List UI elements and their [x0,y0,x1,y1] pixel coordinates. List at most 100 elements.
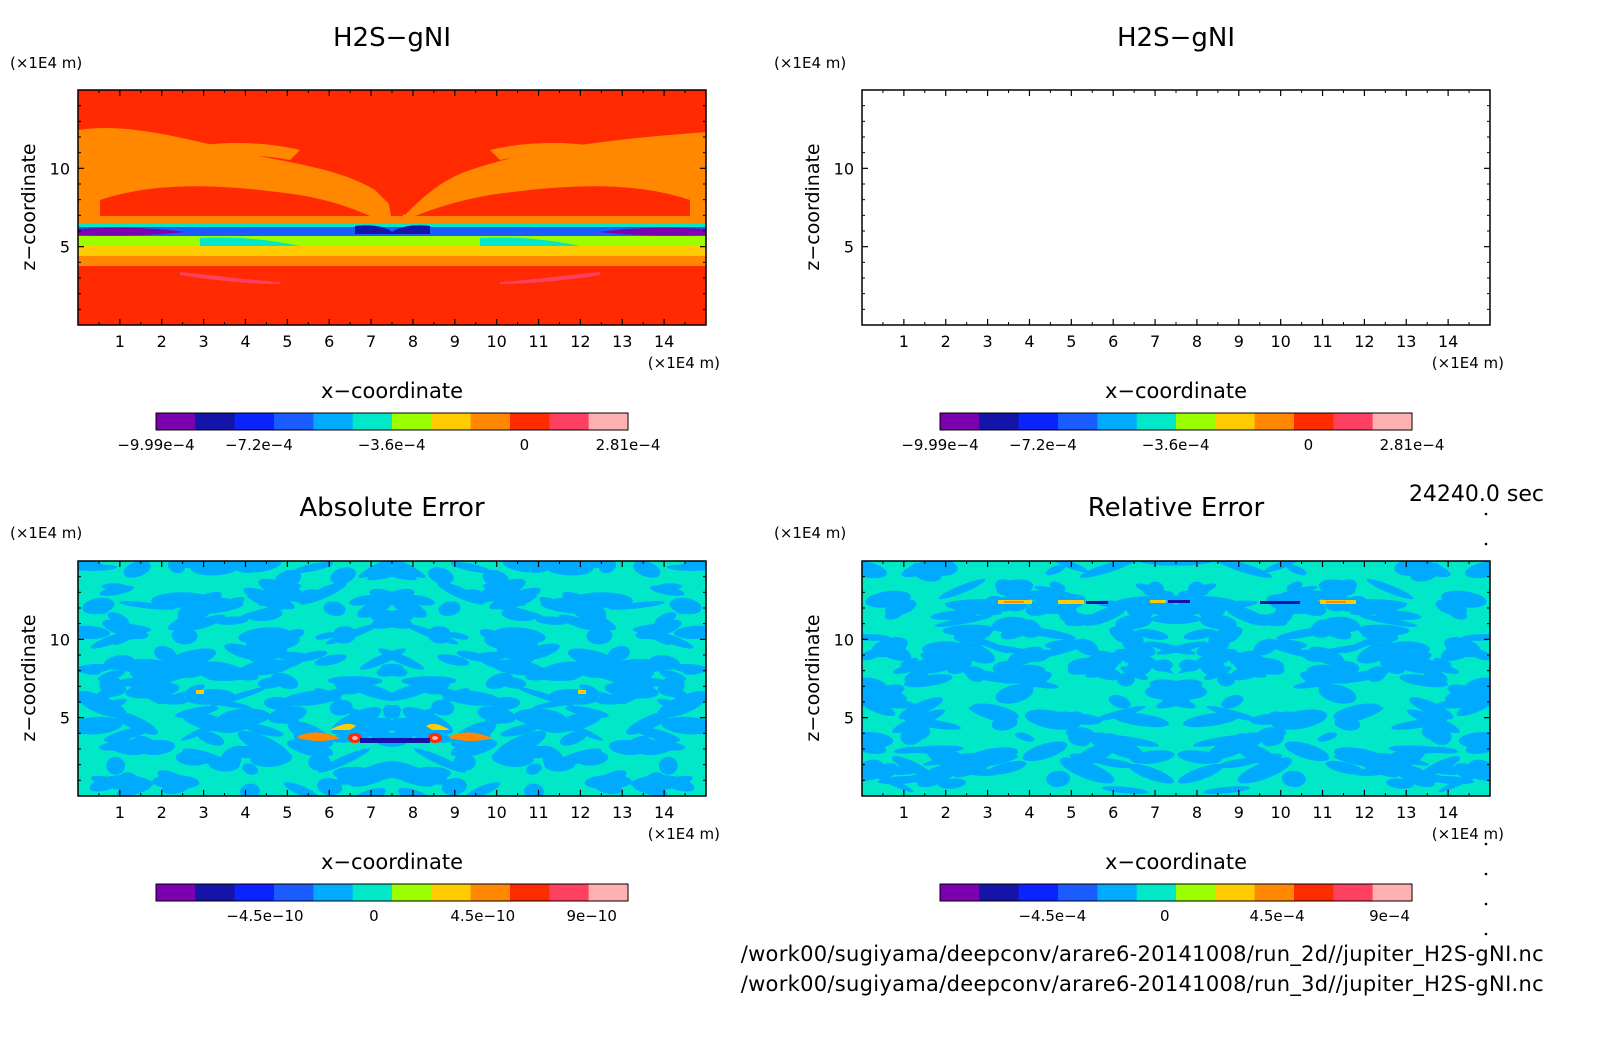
mottle-blob [123,561,151,578]
mottle-blob [119,601,176,610]
x-axis-label: x−coordinate [1105,850,1247,874]
mottle-blob [1455,763,1490,782]
x-tick-label: 3 [199,803,209,822]
mottle-blob [1034,642,1086,659]
x-tick-label: 5 [1066,803,1076,822]
y-unit-label: (×1E4 m) [10,54,82,72]
mottle-blob [1250,614,1288,627]
mottle-blob [865,590,911,608]
mottle-blob [1231,733,1248,745]
plume-region [862,128,1490,226]
mottle-blob [167,561,185,574]
mottle-blob [208,756,240,772]
mottle-blob [464,782,501,796]
colorbar-swatch [1018,884,1059,901]
mottle-blob [656,691,706,719]
colorbar-label: −7.2e−4 [1009,436,1077,454]
colorbar-swatch [1372,884,1413,901]
green-blobs [984,237,1364,250]
mottle-blob [78,691,128,719]
mottle-blob [673,625,706,640]
mottle-blob [405,623,459,645]
x-unit-label: (×1E4 m) [1432,354,1504,372]
mottle-blob [1068,713,1102,725]
mottle-blob [1199,614,1237,630]
mottle-blob [1386,778,1414,789]
colorbar-swatch [1215,884,1256,901]
mottle-blob [452,754,476,772]
mottle-blob [1064,614,1102,627]
mottle-blob [934,614,993,627]
panel-relative-error: Relative Error (×1E4 m) 1 2 3 4 5 6 7 8 9 10 11 12 1… [774,493,1504,925]
colorbar-swatch [431,884,472,901]
x-axis-label: x−coordinate [1105,379,1247,403]
mottle-blob [1355,763,1407,777]
artifact-right [450,732,492,741]
stem [378,170,414,222]
y-unit-label: (×1E4 m) [10,524,82,542]
mottle-blob [292,561,334,574]
y-tick-label: 5 [60,709,70,728]
mottle-blob [632,782,668,796]
mottle-blob [862,561,887,579]
mottle-blob [456,650,490,662]
mottle-blob [500,595,537,611]
x-tick-label: 14 [1438,803,1458,822]
mottle-blob [1277,585,1318,598]
mottle-blob [1373,610,1422,620]
mottle-blob [323,601,346,617]
artifact-left [298,732,340,741]
mottle-blob [904,667,930,683]
mottle-blob [649,585,685,596]
mottle-blob [197,730,225,746]
x-tick-label: 6 [1108,803,1118,822]
band-min [78,227,706,236]
colorbar-swatch [234,413,275,430]
colorbar-swatch [1294,884,1334,901]
colorbar-swatch [313,413,354,430]
band-lower-orange [78,256,706,268]
x-tick-label: 11 [528,332,548,351]
mottle-blob [317,777,343,796]
min-lobe-right [599,227,706,236]
y-tick-label: 5 [844,709,854,728]
mottle-blob [1399,674,1449,688]
band-bottom [862,266,1490,325]
mottle-blob [406,766,452,781]
x-tick-label: 8 [408,332,418,351]
y-tick-label: 5 [60,238,70,257]
colorbar-label: −4.5e−10 [226,907,303,925]
mottle-blob [98,739,148,751]
mottle-blob [1060,757,1115,784]
mottle-blob [1109,626,1144,645]
mottle-blob [955,641,995,664]
x-tick-label: 3 [199,332,209,351]
mottle-blob [1450,610,1468,620]
colorbar-swatch [156,884,196,901]
mottle-blob [368,717,396,733]
mottle-blob [904,718,962,730]
mottle-blob [1178,763,1224,784]
x-tick-label: 13 [1396,803,1416,822]
mottle-blob [682,665,705,675]
mottle-blob [862,634,891,641]
mottle-blob [450,739,498,757]
colorbar-swatch [588,884,629,901]
mottle-blob [318,748,371,773]
mottle-blob [528,561,560,573]
x-tick-label: 9 [450,332,460,351]
mottle-blob [1366,579,1414,600]
mottle-blob [315,632,337,640]
colorbar: −9.99e−4 −7.2e−4 −3.6e−4 0 2.81e−4 [901,412,1444,454]
mottle-blob [1333,703,1381,721]
mottle-blob [224,561,256,573]
mottle-blob [1108,694,1131,709]
mottle-blob [1218,757,1259,769]
colorbar-swatch [1058,413,1098,430]
band-yellow [78,246,706,258]
mottle-blob [386,681,438,701]
mottle-blob [1000,619,1036,640]
colorbar-swatch [1294,413,1334,430]
